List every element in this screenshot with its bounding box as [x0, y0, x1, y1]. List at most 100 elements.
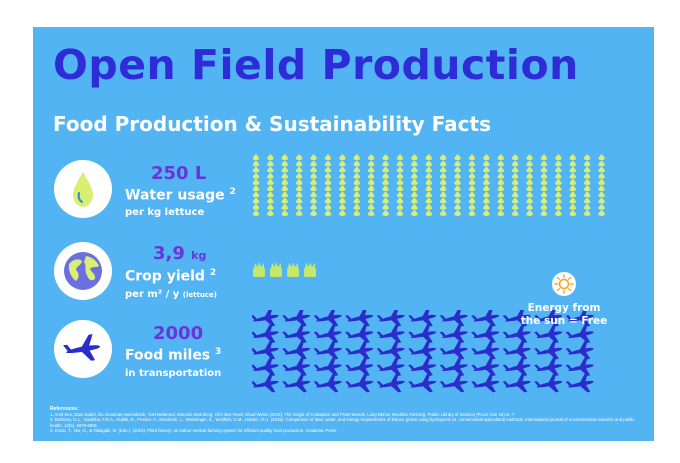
water-drop-mark [512, 197, 519, 204]
water-drop-mark [310, 191, 317, 198]
water-drop-mark [339, 166, 346, 173]
water-drop-mark [296, 197, 303, 204]
crop-yield-sub: per m² / y (lettuce) [125, 289, 217, 300]
airplane-mark [252, 323, 279, 343]
water-drop-mark [540, 172, 548, 179]
water-drop-mark [382, 172, 389, 179]
water-drop-mark [598, 191, 605, 198]
water-drop-mark [425, 160, 432, 167]
energy-block: Energy from the sun = Free [509, 271, 619, 328]
airplane-mark [252, 310, 279, 327]
airplane-mark [439, 310, 468, 327]
water-drop-mark [411, 197, 418, 204]
water-drop-mark [324, 191, 332, 198]
water-drop-mark [252, 209, 260, 216]
water-drop-mark [339, 172, 346, 179]
water-drop-mark [267, 160, 274, 167]
water-drop-mark [440, 154, 447, 161]
plant-mark [270, 262, 282, 277]
food-miles-sub: in transportation [125, 368, 222, 379]
water-drop-mark [411, 154, 418, 161]
water-drop-mark [368, 185, 375, 192]
water-drop-mark [411, 172, 418, 179]
airplane-mark [534, 356, 563, 376]
airplane-icon [63, 334, 101, 361]
water-drop-mark [396, 203, 404, 210]
water-drop-mark [310, 172, 317, 179]
water-drop-mark [512, 166, 519, 173]
water-drop-mark [310, 154, 317, 161]
water-drop-mark [353, 209, 360, 216]
water-drop-mark [396, 209, 404, 216]
water-drop-mark [584, 178, 591, 185]
water-drop-mark [454, 191, 461, 198]
water-drop-mark [440, 166, 447, 173]
water-drop-mark [468, 178, 476, 185]
water-drop-mark [368, 166, 375, 173]
globe-circle [54, 242, 112, 300]
water-drop-mark [281, 191, 288, 198]
water-drop-mark [468, 197, 476, 204]
water-drop-mark [425, 154, 432, 161]
water-drop-mark [540, 160, 548, 167]
water-drop-mark [425, 209, 432, 216]
airplane-mark [408, 356, 437, 376]
airplane-mark [565, 372, 594, 393]
airplane-mark [252, 356, 279, 376]
water-drop-mark [555, 166, 562, 173]
reference-item: 3. Kozai, T., Niu, G., & Takagaki, M. (E… [50, 427, 337, 433]
water-drop-mark [252, 172, 260, 179]
water-drop-mark [584, 172, 591, 179]
water-drop-mark [382, 191, 389, 198]
water-drop-mark [382, 160, 389, 167]
water-drop-mark [252, 166, 260, 173]
water-drop-mark [598, 185, 605, 192]
water-drop-mark [584, 191, 591, 198]
water-drop-mark [483, 160, 490, 167]
water-drop-mark [598, 178, 605, 185]
water-drop-mark [296, 172, 303, 179]
water-drop-mark [281, 197, 288, 204]
water-drop-mark [512, 209, 519, 216]
water-drop-mark [368, 160, 375, 167]
water-drop-mark [497, 209, 504, 216]
water-drop-mark [483, 209, 490, 216]
water-drop-mark [382, 178, 389, 185]
airplane-mark [439, 339, 468, 360]
water-drop-mark [468, 154, 476, 161]
water-drop-mark [425, 185, 432, 192]
water-drop-mark [483, 197, 490, 204]
energy-line-2: the sun = Free [520, 315, 608, 327]
water-drop-mark [555, 197, 562, 204]
water-drop-mark [584, 160, 591, 167]
water-drop-mark [382, 197, 389, 204]
airplane-mark [345, 372, 374, 393]
water-drop-mark [555, 172, 562, 179]
water-drop-circle [54, 160, 112, 218]
water-drop-mark [368, 191, 375, 198]
water-drop-mark [468, 160, 476, 167]
water-drop-mark [526, 203, 533, 210]
water-drop-mark [497, 203, 504, 210]
water-drop-mark [598, 166, 605, 173]
water-drop-mark [454, 209, 461, 216]
crop-yield-value: 3,9 kg [153, 243, 207, 264]
airplane-mark [502, 310, 531, 327]
water-drop-mark [483, 203, 490, 210]
water-drop-mark [252, 197, 260, 204]
water-drop-mark [368, 209, 375, 216]
water-drop-mark [440, 172, 447, 179]
water-drop-mark [396, 154, 404, 161]
water-drop-mark [382, 203, 389, 210]
water-drop-mark [324, 209, 332, 216]
water-drop-mark [339, 209, 346, 216]
water-drop-mark [353, 172, 360, 179]
water-drop-mark [526, 166, 533, 173]
references: References: 1. Amit Sen, Dani Nadel, Ili… [50, 406, 640, 433]
water-drop-mark [267, 166, 274, 173]
water-drop-mark [468, 172, 476, 179]
water-drop-mark [454, 154, 461, 161]
water-drop-mark [526, 178, 533, 185]
water-drop-mark [584, 185, 591, 192]
water-drop-mark [296, 166, 303, 173]
